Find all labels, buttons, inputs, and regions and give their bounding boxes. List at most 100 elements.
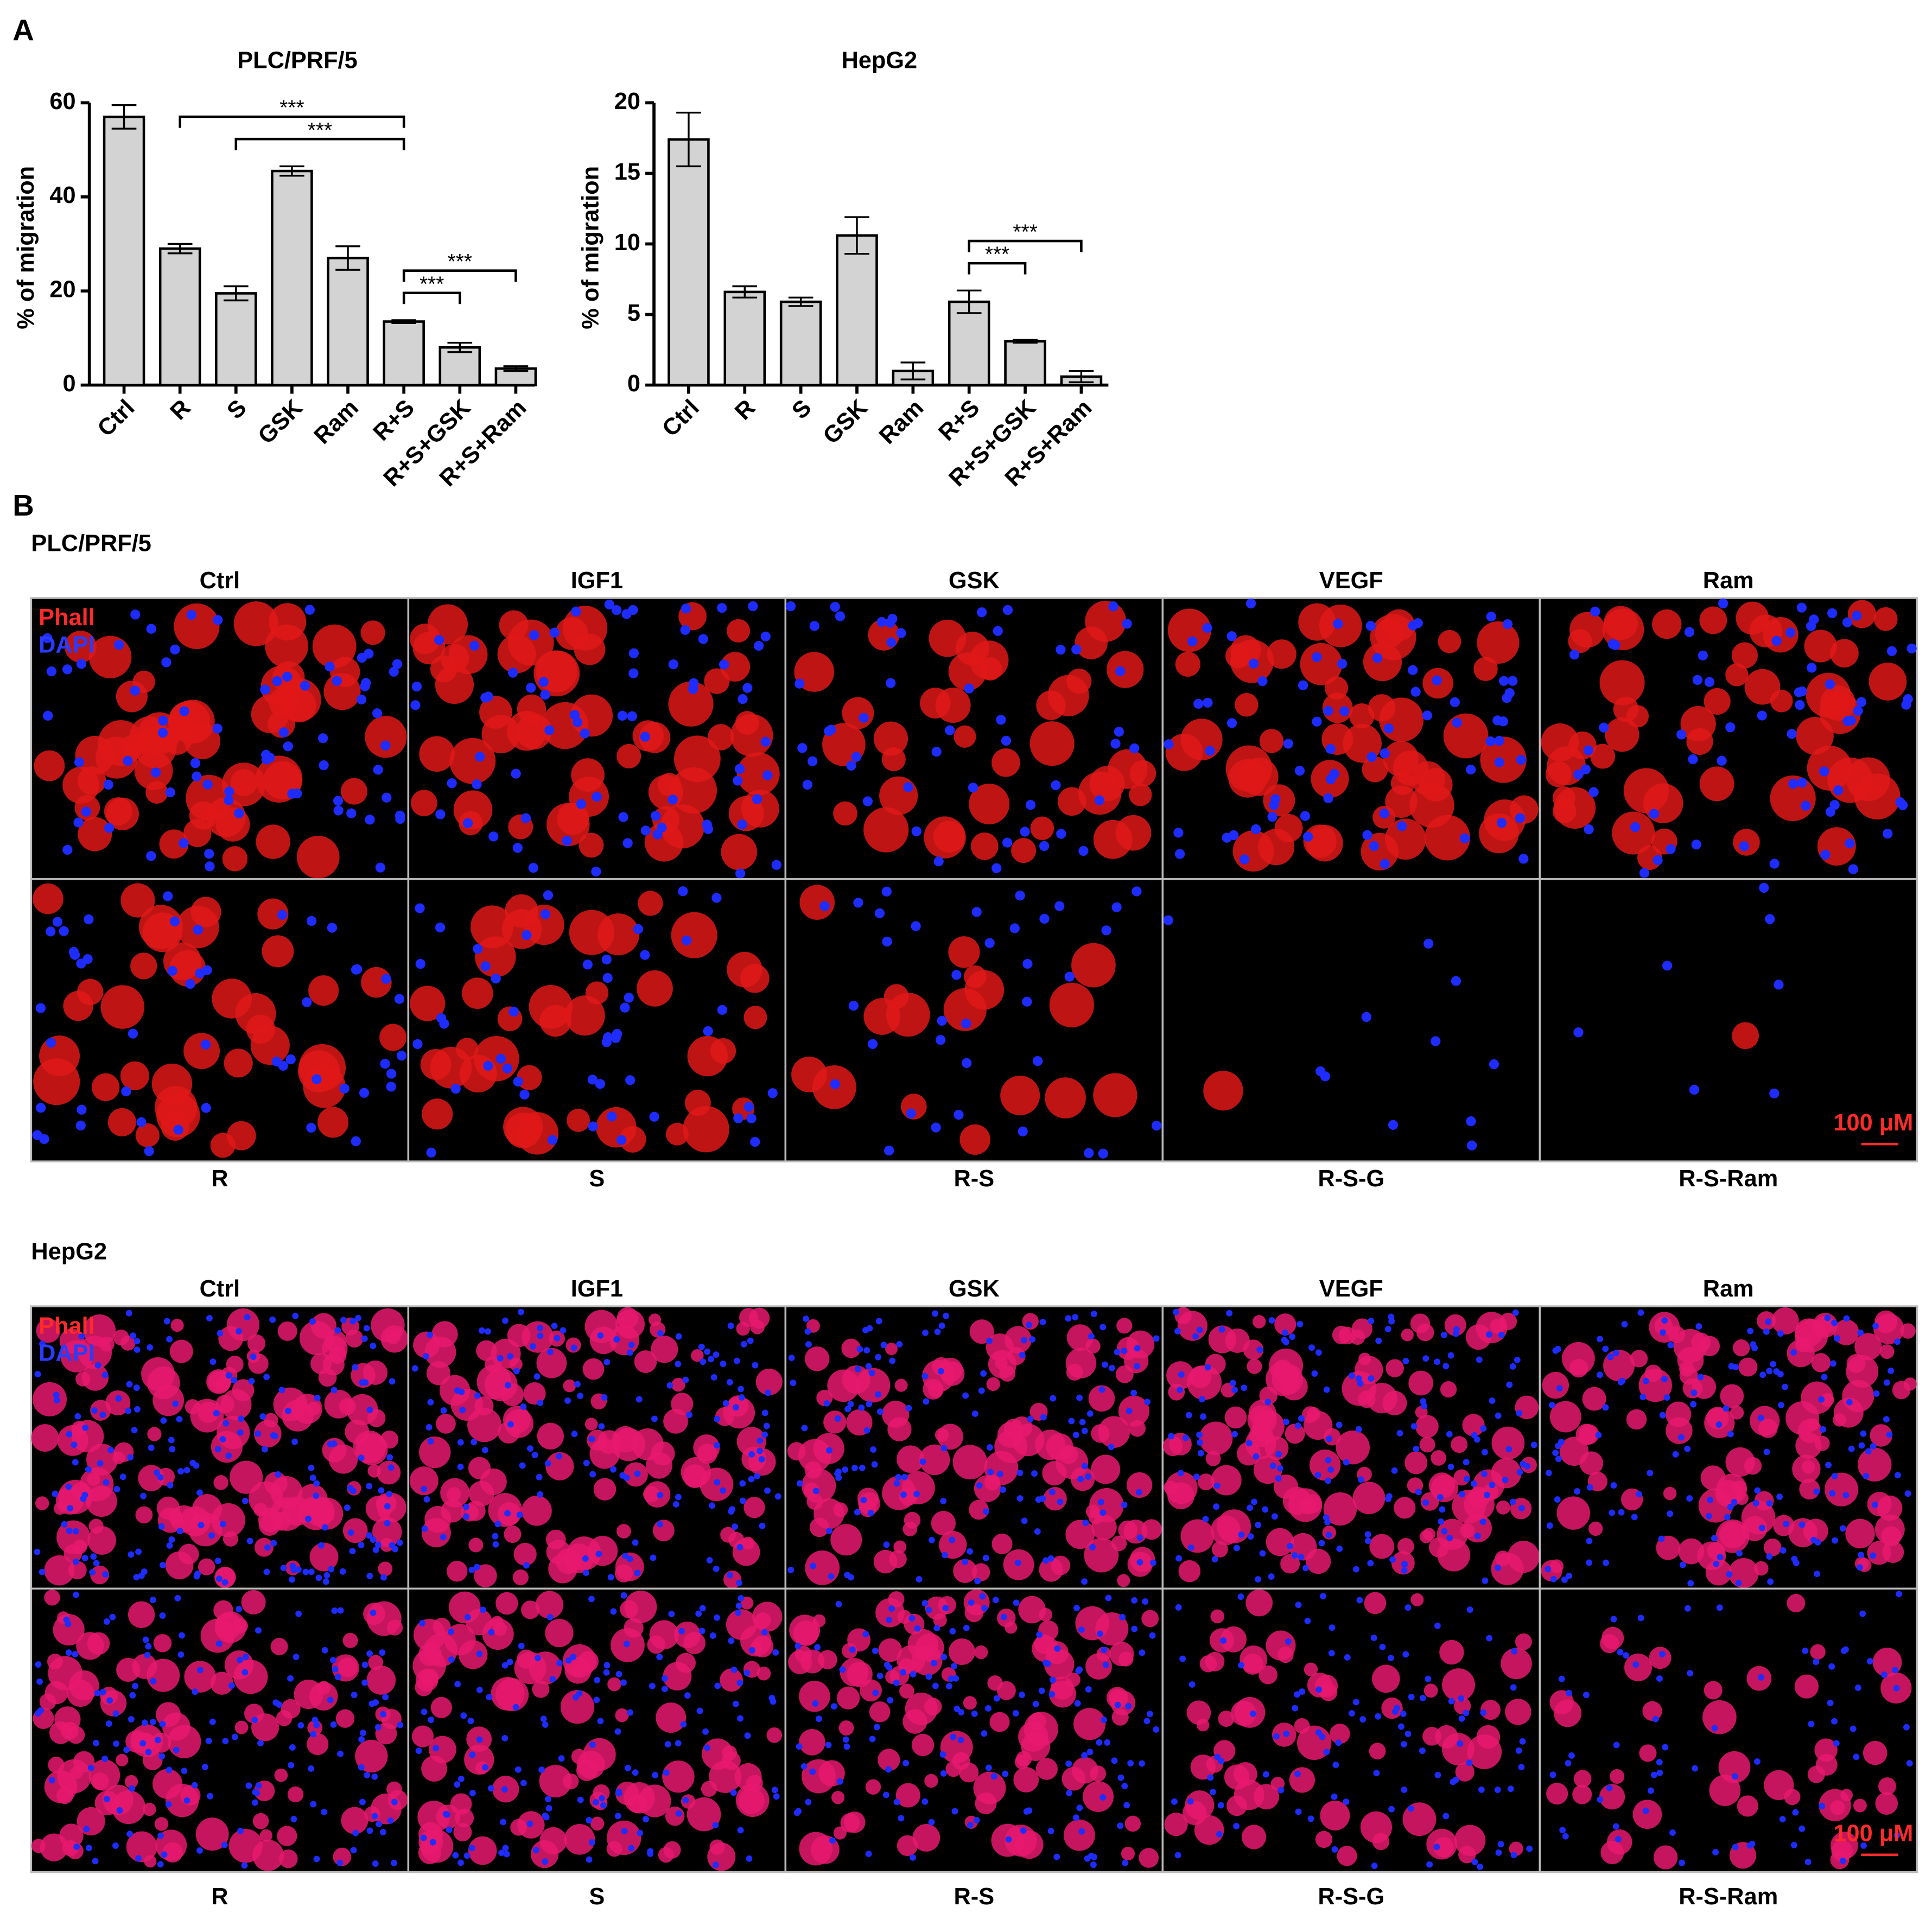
cell-nucleus (1370, 1635, 1377, 1641)
cell-nucleus (53, 1391, 60, 1399)
cell-actin (367, 1464, 382, 1478)
cell-nucleus (1320, 1593, 1326, 1600)
cell-actin (495, 1678, 529, 1712)
cell-actin (78, 817, 112, 851)
cell-nucleus (1241, 1384, 1248, 1391)
cell-actin (1043, 1487, 1067, 1511)
cell-nucleus (1040, 1414, 1047, 1421)
cell-nucleus (102, 1571, 109, 1578)
cell-nucleus (289, 1744, 296, 1751)
cell-nucleus (1510, 1684, 1517, 1691)
cell-nucleus (742, 683, 753, 693)
cell-nucleus (384, 1520, 391, 1527)
cell-actin (1234, 1779, 1264, 1810)
cell-actin (545, 1452, 574, 1480)
cell-actin (1307, 1407, 1321, 1421)
cell-nucleus (473, 944, 483, 954)
cell-nucleus (1580, 764, 1591, 774)
cell-nucleus (1038, 1687, 1045, 1694)
cell-actin (1232, 830, 1274, 872)
cell-actin (1129, 1420, 1146, 1437)
cell-nucleus (1367, 1560, 1374, 1567)
cell-nucleus (945, 725, 955, 735)
cell-nucleus (1197, 1450, 1204, 1457)
cell-nucleus (161, 657, 171, 668)
cell-nucleus (97, 1460, 104, 1467)
cell-nucleus (672, 1501, 679, 1508)
cell-actin (878, 1638, 903, 1662)
cell-nucleus (876, 617, 887, 627)
cell-actin (1178, 1560, 1201, 1582)
cell-nucleus (867, 1039, 878, 1049)
cell-actin (1066, 669, 1092, 694)
cell-nucleus (771, 1787, 778, 1794)
cell-nucleus (787, 1567, 795, 1573)
cell-nucleus (854, 1365, 861, 1372)
cell-nucleus (397, 1721, 404, 1728)
cell-nucleus (1404, 1604, 1412, 1611)
cell-nucleus (1684, 1445, 1691, 1452)
cell-nucleus (321, 1808, 328, 1815)
cell-actin (710, 1038, 736, 1064)
cell-nucleus (168, 1536, 175, 1543)
cell-actin (1350, 1330, 1365, 1345)
cell-nucleus (1357, 1476, 1364, 1483)
cell-nucleus (1886, 1431, 1893, 1438)
cell-actin (969, 640, 1009, 680)
cell-nucleus (859, 1464, 866, 1471)
cell-actin (1089, 766, 1125, 802)
cell-nucleus (1842, 1492, 1850, 1499)
cell-nucleus (1299, 1688, 1306, 1695)
cell-nucleus (1164, 739, 1174, 749)
cell-nucleus (1698, 650, 1708, 660)
cell-nucleus (363, 1325, 370, 1332)
cell-actin (953, 1559, 977, 1583)
cell-nucleus (1408, 665, 1418, 675)
cell-nucleus (1883, 1416, 1890, 1423)
cell-actin (1266, 1528, 1294, 1556)
cell-nucleus (1298, 1415, 1305, 1422)
cell-nucleus (1355, 1375, 1362, 1382)
cell-nucleus (1794, 687, 1804, 697)
cell-actin (1705, 1559, 1732, 1586)
cell-nucleus (1507, 1785, 1514, 1793)
cell-nucleus (921, 1372, 929, 1380)
cell-actin (1867, 1541, 1891, 1565)
cell-nucleus (607, 1111, 617, 1122)
cell-nucleus (1000, 1486, 1007, 1493)
cell-actin (1541, 723, 1579, 761)
cell-nucleus (1590, 606, 1600, 617)
cell-nucleus (1781, 1383, 1788, 1390)
cell-nucleus (1438, 1518, 1445, 1525)
cell-nucleus (78, 1333, 85, 1340)
cell-nucleus (880, 1342, 887, 1349)
cell-nucleus (483, 1060, 493, 1071)
cell-nucleus (1724, 1514, 1731, 1521)
cell-nucleus (1217, 1802, 1224, 1809)
cell-actin (1795, 1337, 1810, 1352)
cell-nucleus (1139, 1760, 1145, 1767)
cell-nucleus (412, 1039, 423, 1050)
cell-nucleus (626, 1349, 633, 1356)
cell-nucleus (1824, 1314, 1831, 1321)
cell-nucleus (208, 1532, 215, 1539)
cell-actin (1116, 1318, 1133, 1334)
cell-nucleus (1226, 1310, 1233, 1317)
cell-nucleus (448, 1656, 455, 1663)
cell-nucleus (647, 1848, 654, 1855)
cell-nucleus (627, 711, 637, 721)
cell-nucleus (740, 1341, 747, 1348)
cell-nucleus (1388, 1806, 1395, 1813)
cell-actin (1071, 943, 1116, 988)
cell-nucleus (157, 1832, 164, 1839)
cell-nucleus (573, 1694, 580, 1701)
cell-nucleus (415, 1747, 422, 1755)
cell-nucleus (875, 1353, 882, 1361)
cell-nucleus (853, 898, 863, 908)
cell-nucleus (370, 1609, 377, 1616)
cell-actin (651, 1441, 675, 1466)
cell-actin (377, 1460, 401, 1485)
cell-actin (421, 1518, 451, 1548)
cell-nucleus (1859, 1610, 1866, 1617)
column-label: GSK (949, 1276, 1000, 1302)
